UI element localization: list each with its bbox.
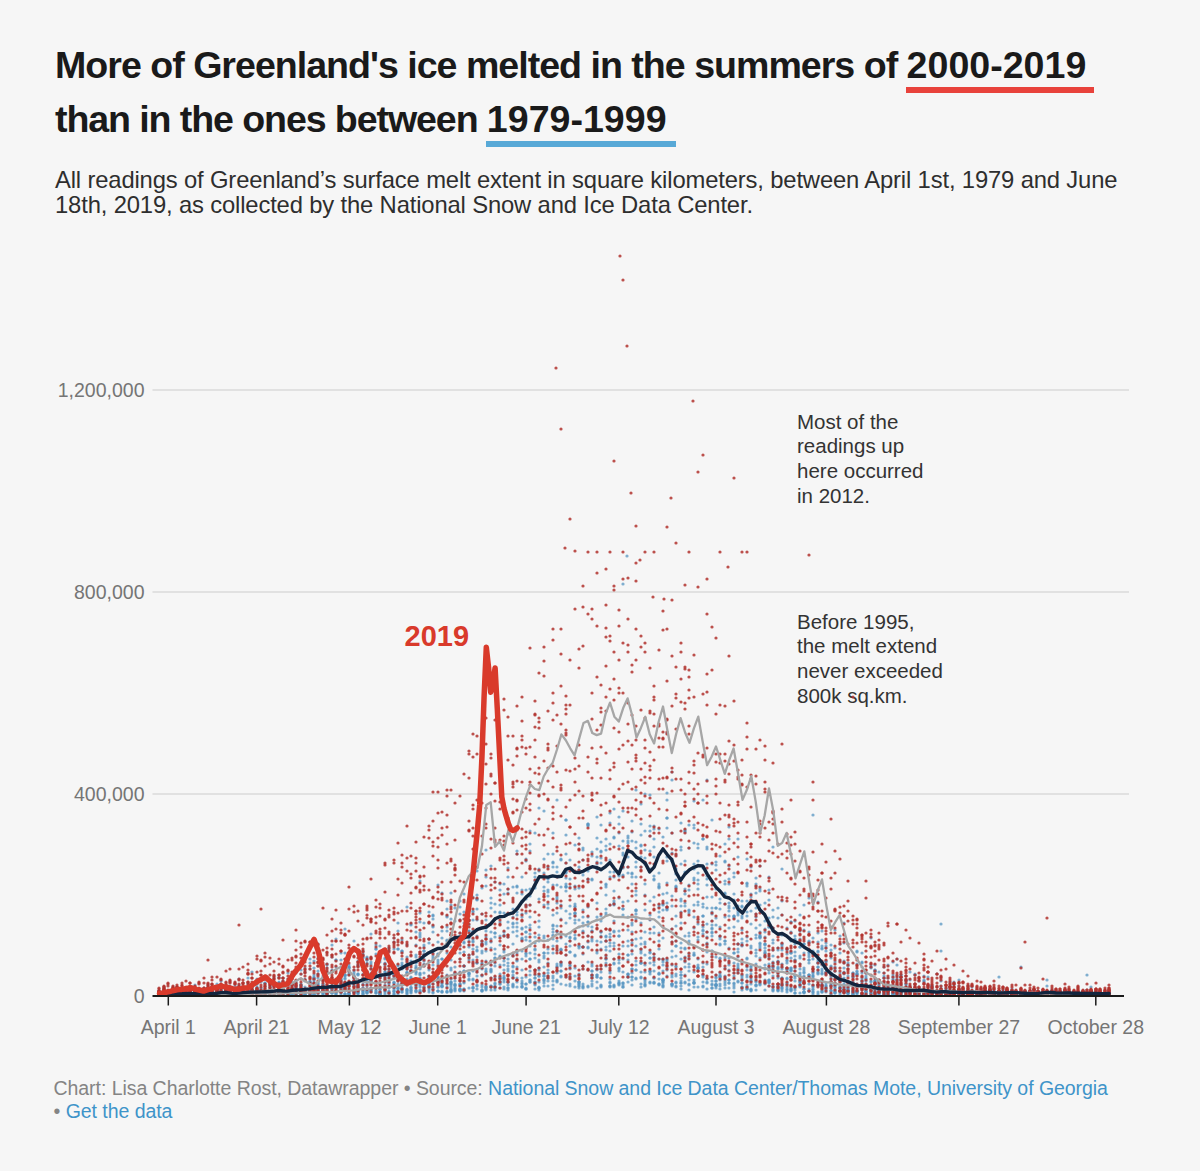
svg-text:October 28: October 28: [1048, 1016, 1144, 1038]
svg-text:August 3: August 3: [678, 1016, 755, 1038]
svg-text:August 28: August 28: [782, 1016, 870, 1038]
svg-text:May 12: May 12: [317, 1016, 381, 1038]
svg-text:September 27: September 27: [898, 1016, 1021, 1038]
svg-text:June 21: June 21: [491, 1016, 560, 1038]
svg-text:400,000: 400,000: [74, 783, 145, 805]
svg-text:July 12: July 12: [588, 1016, 650, 1038]
svg-text:April 21: April 21: [224, 1016, 290, 1038]
svg-text:June 1: June 1: [408, 1016, 467, 1038]
svg-text:1,200,000: 1,200,000: [58, 379, 145, 401]
svg-text:800,000: 800,000: [74, 581, 145, 603]
svg-text:0: 0: [134, 985, 145, 1007]
svg-text:April 1: April 1: [141, 1016, 196, 1038]
